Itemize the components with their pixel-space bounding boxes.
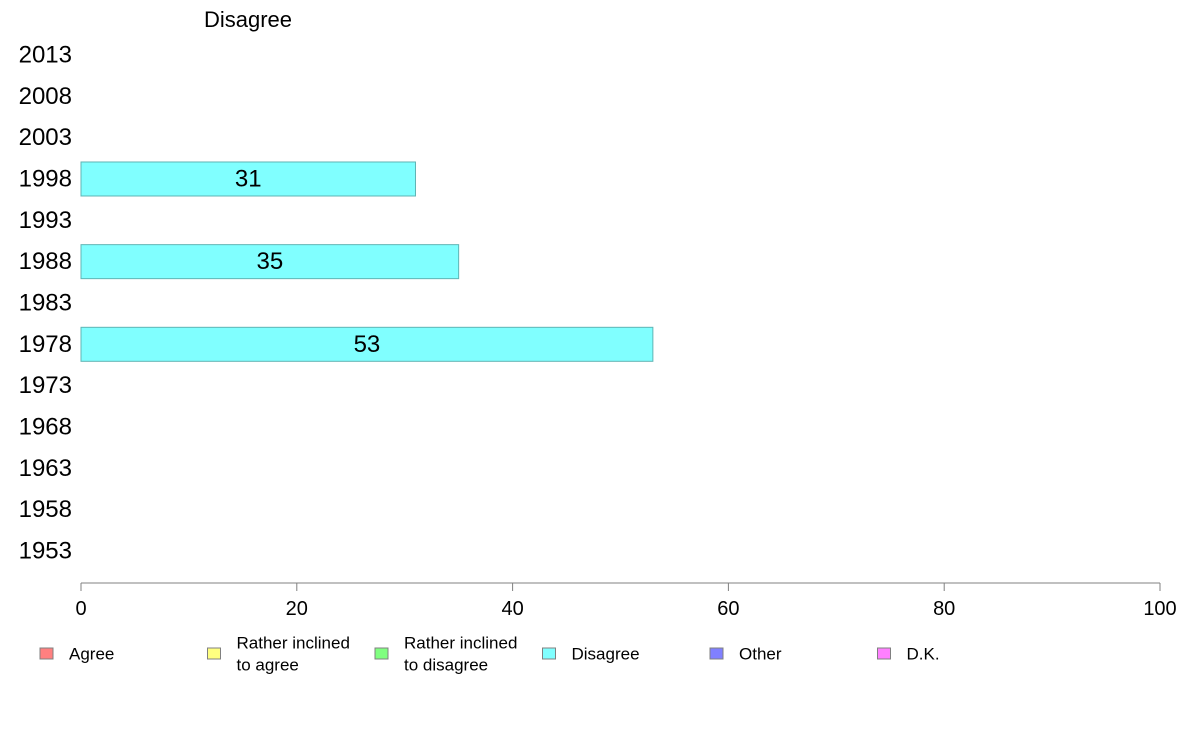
legend-swatch bbox=[207, 647, 221, 660]
legend-label: to disagree bbox=[404, 656, 488, 675]
category-label: 1963 bbox=[19, 455, 72, 482]
bar bbox=[80, 244, 460, 280]
legend-swatch bbox=[374, 647, 389, 660]
x-tick-label: 40 bbox=[501, 598, 523, 620]
category-label: 1958 bbox=[19, 496, 72, 523]
x-axis: 0 20 40 60 80 100 bbox=[75, 582, 1177, 620]
category-label: 1998 bbox=[19, 165, 72, 192]
category-label: 1993 bbox=[19, 207, 72, 234]
x-tick-label: 60 bbox=[717, 598, 739, 620]
x-tick-label: 100 bbox=[1143, 598, 1176, 620]
category-label: 1988 bbox=[19, 248, 72, 275]
legend-label: Agree bbox=[69, 645, 114, 664]
legend-label: Rather inclined bbox=[404, 634, 517, 653]
bar-value-label: 35 bbox=[256, 248, 283, 275]
category-label: 2013 bbox=[19, 42, 72, 69]
x-tick-label: 0 bbox=[75, 598, 86, 620]
legend: Agree Rather inclined to agree Rather incli… bbox=[39, 634, 940, 675]
category-label: 1968 bbox=[19, 413, 72, 440]
category-label: 2008 bbox=[19, 83, 72, 110]
x-tick-label: 20 bbox=[286, 598, 308, 620]
category-labels: 2013 2008 2003 1998 1993 1988 1983 1978 1973 1968… bbox=[19, 42, 72, 565]
legend-swatch bbox=[542, 647, 556, 660]
legend-swatch bbox=[877, 647, 891, 660]
chart-title: Disagree bbox=[204, 7, 292, 32]
category-label: 1983 bbox=[19, 289, 72, 316]
category-label: 1953 bbox=[19, 537, 72, 564]
legend-label: to agree bbox=[237, 656, 299, 675]
x-tick-label: 80 bbox=[933, 598, 955, 620]
bar bbox=[80, 161, 416, 197]
category-label: 1978 bbox=[19, 331, 72, 358]
category-label: 2003 bbox=[19, 124, 72, 151]
legend-label: D.K. bbox=[907, 645, 940, 664]
legend-label: Disagree bbox=[572, 645, 640, 664]
bar-value-label: 31 bbox=[235, 165, 262, 192]
bar bbox=[80, 326, 654, 362]
category-label: 1973 bbox=[19, 372, 72, 399]
bars: 31 35 53 bbox=[80, 161, 654, 362]
legend-swatch bbox=[39, 647, 54, 660]
legend-swatch bbox=[709, 647, 724, 660]
legend-label: Other bbox=[739, 645, 782, 664]
legend-label: Rather inclined bbox=[237, 634, 350, 653]
bar-value-label: 53 bbox=[354, 331, 381, 358]
